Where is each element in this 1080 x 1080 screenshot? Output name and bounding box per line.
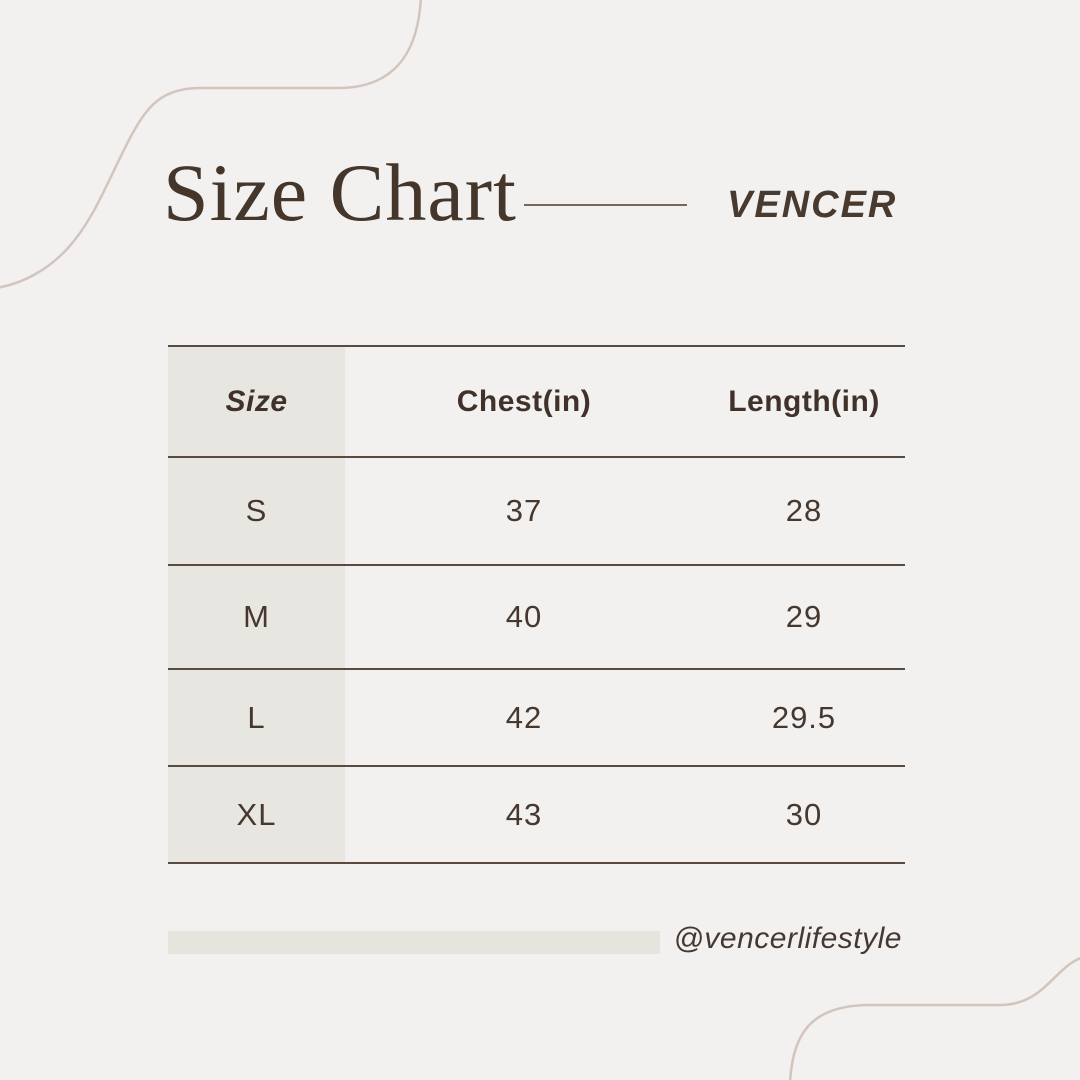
column-header-length: Length(in)	[728, 384, 880, 418]
chest-cell: 40	[505, 599, 543, 634]
size-cell: M	[168, 566, 345, 668]
bottom-right-curve-icon	[789, 957, 1080, 1080]
chest-cell: 43	[505, 796, 543, 832]
length-cell: 30	[785, 796, 823, 832]
table-row: XL 43 30	[168, 767, 905, 864]
length-cell: 29.5	[771, 699, 837, 735]
size-cell: XL	[168, 767, 345, 862]
table-row: L 42 29.5	[168, 670, 905, 767]
size-table: Size Chest(in) Length(in) S 37 28 M 40 2…	[168, 345, 905, 864]
title-divider	[524, 204, 687, 206]
top-left-curve-icon	[0, 0, 422, 289]
footer-bar	[168, 931, 660, 954]
column-header-chest: Chest(in)	[456, 384, 592, 418]
table-row: S 37 28	[168, 458, 905, 566]
length-cell: 28	[785, 493, 823, 528]
column-header-size: Size	[168, 347, 345, 456]
brand-name: VENCER	[727, 184, 898, 226]
page-title: Size Chart	[163, 147, 517, 238]
size-cell: S	[168, 458, 345, 564]
social-handle: @vencerlifestyle	[673, 922, 902, 955]
table-row: M 40 29	[168, 566, 905, 670]
length-cell: 29	[785, 599, 823, 634]
table-header-row: Size Chest(in) Length(in)	[168, 347, 905, 458]
size-cell: L	[168, 670, 345, 765]
chest-cell: 42	[505, 699, 543, 735]
chest-cell: 37	[505, 493, 543, 528]
